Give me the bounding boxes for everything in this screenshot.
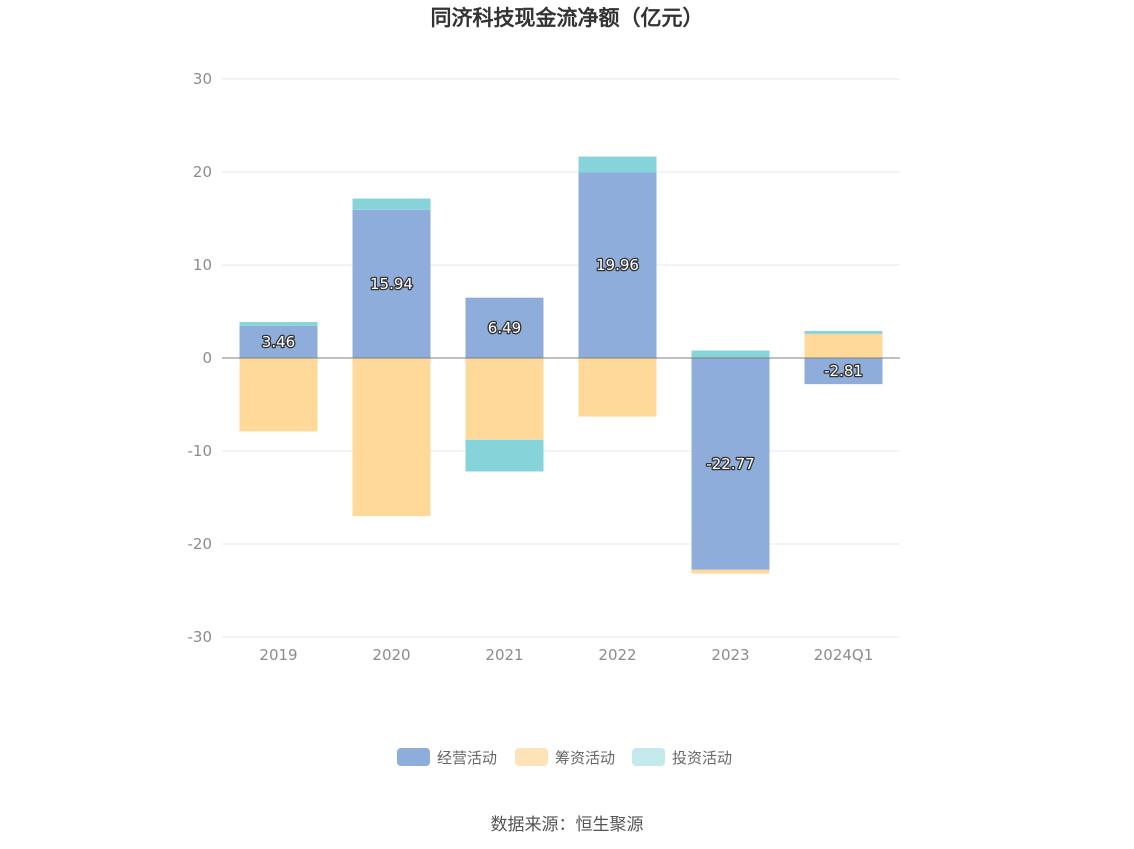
bar-segment[interactable] [239, 325, 318, 358]
chart-title: 同济科技现金流净额（亿元） [431, 6, 704, 30]
y-tick-label: 20 [193, 163, 212, 181]
legend-label-investing: 投资活动 [672, 749, 732, 767]
legend-item-operating[interactable]: 经营活动 [397, 748, 497, 767]
bar-segment[interactable] [239, 322, 318, 326]
bar-segment[interactable] [578, 358, 657, 417]
grid [222, 78, 900, 638]
y-tick-label: 30 [193, 70, 212, 88]
y-tick-label: -30 [188, 628, 213, 646]
legend-swatch-operating [397, 748, 430, 766]
bar-segment[interactable] [465, 297, 544, 358]
bar-value-label: -2.81 [824, 362, 863, 380]
legend-item-investing[interactable]: 投资活动 [632, 748, 732, 767]
x-axis: 2019 2020 2021 2022 2023 2024Q1 [259, 646, 873, 664]
bar-segment[interactable] [239, 358, 318, 432]
legend-swatch-financing [515, 748, 548, 766]
legend-item-financing[interactable]: 筹资活动 [515, 748, 615, 767]
bar-segment[interactable] [804, 333, 883, 358]
legend-label-financing: 筹资活动 [555, 749, 615, 767]
bar-segment[interactable] [352, 198, 431, 210]
y-tick-label: -20 [188, 535, 213, 553]
bar-segment[interactable] [465, 439, 544, 472]
bar-value-label: -22.77 [706, 455, 754, 473]
x-tick-label: 2021 [485, 646, 523, 664]
data-labels: 3.46 15.94 6.49 19.96 -22.77 -2.81 [260, 255, 864, 474]
bar-value-label: 15.94 [370, 275, 413, 293]
bar-segment[interactable] [352, 209, 431, 358]
y-axis: 30 20 10 0 -10 -20 -30 [188, 70, 213, 646]
x-tick-label: 2019 [259, 646, 297, 664]
legend: 经营活动 筹资活动 投资活动 [397, 748, 732, 767]
bar-segment[interactable] [691, 350, 770, 358]
bar-value-label: 3.46 [262, 333, 295, 351]
data-source: 数据来源：恒生聚源 [491, 815, 644, 835]
bar-segment[interactable] [578, 172, 657, 358]
x-tick-label: 2024Q1 [814, 646, 874, 664]
x-tick-label: 2020 [372, 646, 410, 664]
bar-segment[interactable] [578, 156, 657, 173]
bar-segment[interactable] [691, 358, 770, 570]
x-tick-label: 2023 [711, 646, 749, 664]
bar-segment[interactable] [804, 331, 883, 334]
y-tick-label: 0 [202, 349, 212, 367]
x-tick-label: 2022 [598, 646, 636, 664]
bar-value-label: 19.96 [596, 256, 639, 274]
legend-label-operating: 经营活动 [437, 749, 497, 767]
y-tick-label: 10 [193, 256, 212, 274]
bar-segment[interactable] [465, 358, 544, 440]
bar-value-label: 6.49 [488, 319, 521, 337]
bar-segment[interactable] [691, 569, 770, 574]
bar-segment[interactable] [804, 358, 883, 385]
bar-segment[interactable] [352, 358, 431, 517]
legend-swatch-investing [632, 748, 665, 766]
y-tick-label: -10 [188, 442, 213, 460]
bars [239, 156, 883, 574]
